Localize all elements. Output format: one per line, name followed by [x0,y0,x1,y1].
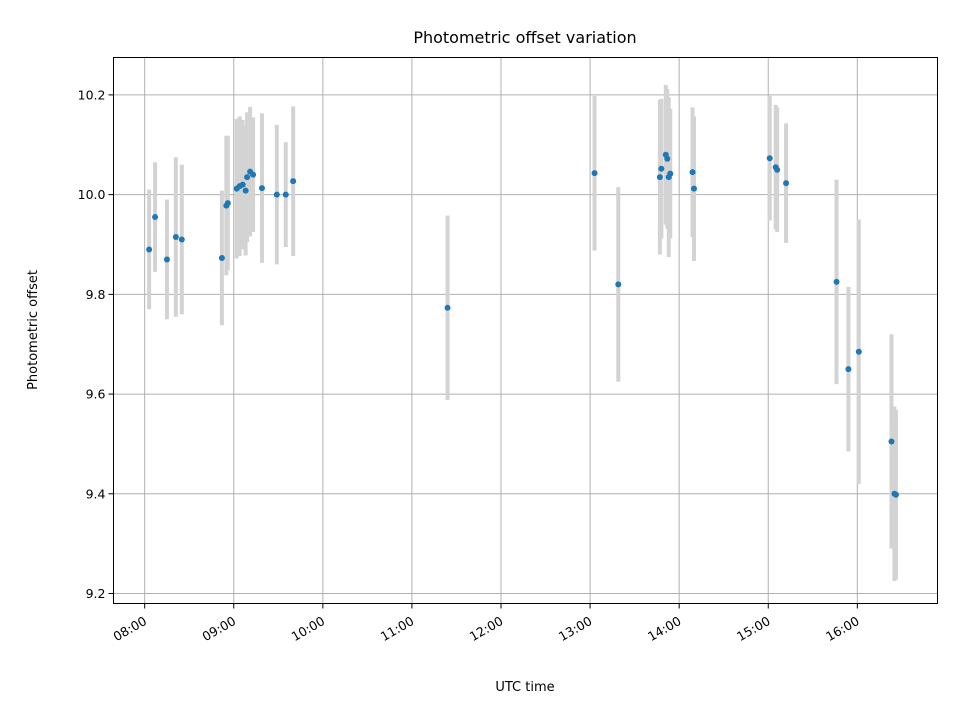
data-point [774,166,781,173]
data-point [224,200,231,207]
y-tick-label: 10.0 [78,187,106,202]
data-point [242,187,249,194]
data-point [163,256,170,263]
data-point [664,155,671,162]
data-point [218,254,225,261]
plot-frame [113,57,938,604]
data-point [591,170,598,177]
data-point [667,170,674,177]
data-point [783,180,790,187]
chart-title: Photometric offset variation [413,28,636,47]
y-tick-label: 9.4 [86,486,106,501]
data-point [273,191,280,198]
y-tick-label: 9.2 [86,586,106,601]
data-point [258,185,265,192]
data-point [172,234,179,241]
grid [113,57,938,604]
data-point [250,171,257,178]
y-tick-label: 9.8 [86,287,106,302]
x-axis-label: UTC time [495,680,554,695]
data-point [239,181,246,188]
data-point [656,174,663,181]
data-point [833,278,840,285]
data-point [888,438,895,445]
data-point [146,246,153,253]
y-tick-label: 9.6 [86,387,106,402]
y-tick-label: 10.2 [78,87,106,102]
data-point [845,366,852,373]
data-point [244,174,251,181]
data-point [691,185,698,192]
data-point [282,191,289,198]
data-point [766,155,773,162]
data-point [689,169,696,176]
data-points [146,151,899,498]
y-axis: 9.2 9.4 9.6 9.8 10.0 10.2 [78,87,114,601]
data-point [178,236,185,243]
data-point [855,348,862,355]
data-point [290,178,297,185]
y-axis-label: Photometric offset [26,270,41,390]
data-point [152,214,159,221]
data-point [444,304,451,311]
data-point [658,165,665,172]
data-point [892,491,899,498]
data-point [615,281,622,288]
